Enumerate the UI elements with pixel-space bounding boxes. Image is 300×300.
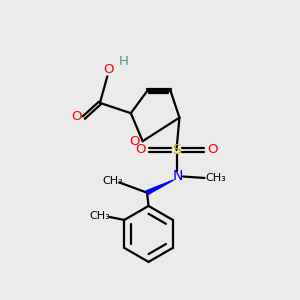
Text: CH₃: CH₃ (89, 212, 110, 221)
Text: O: O (135, 143, 146, 157)
Text: H: H (118, 55, 128, 68)
Text: O: O (129, 135, 140, 148)
Text: S: S (172, 143, 181, 157)
Text: CH₃: CH₃ (102, 176, 123, 186)
Text: O: O (103, 62, 114, 76)
Polygon shape (146, 180, 174, 195)
Text: O: O (71, 110, 82, 123)
Text: O: O (207, 143, 218, 157)
Text: CH₃: CH₃ (206, 173, 226, 183)
Text: N: N (173, 169, 183, 184)
